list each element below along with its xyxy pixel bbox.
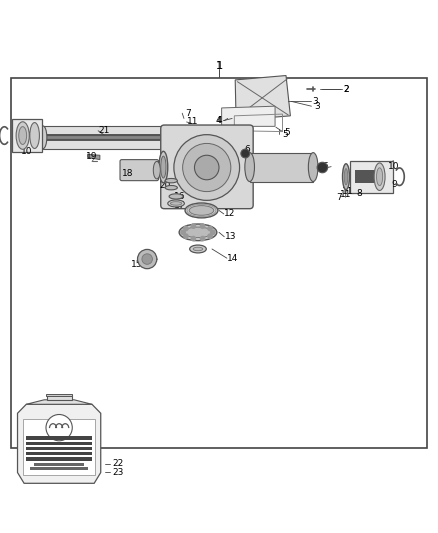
Ellipse shape [343, 164, 350, 190]
Ellipse shape [190, 245, 206, 253]
Ellipse shape [193, 247, 203, 251]
Polygon shape [26, 400, 92, 405]
Ellipse shape [16, 122, 29, 149]
Circle shape [194, 155, 219, 180]
Text: 21: 21 [99, 126, 110, 135]
Circle shape [142, 254, 152, 264]
Text: 12: 12 [224, 209, 236, 219]
Ellipse shape [168, 200, 184, 207]
Circle shape [201, 224, 205, 228]
Bar [26, 442, 92, 445]
Ellipse shape [161, 156, 166, 178]
Text: 13: 13 [225, 232, 236, 241]
Circle shape [208, 227, 212, 231]
Bar [46, 393, 72, 396]
Text: 5: 5 [282, 130, 288, 139]
Text: 14: 14 [227, 254, 239, 263]
Circle shape [181, 230, 185, 235]
Bar [26, 452, 92, 455]
Text: 2: 2 [343, 85, 349, 94]
Bar [46, 395, 71, 400]
Ellipse shape [159, 151, 168, 183]
Text: 10: 10 [21, 147, 33, 156]
Circle shape [174, 135, 240, 200]
Bar [350, 160, 393, 193]
Ellipse shape [169, 194, 183, 199]
Circle shape [184, 234, 188, 238]
Text: 6: 6 [322, 162, 328, 171]
Text: 9: 9 [24, 131, 30, 140]
Circle shape [208, 234, 212, 238]
FancyBboxPatch shape [161, 125, 253, 209]
Circle shape [211, 230, 215, 235]
Ellipse shape [308, 152, 318, 182]
Circle shape [46, 415, 72, 441]
Text: 11: 11 [187, 117, 198, 126]
Text: 16: 16 [174, 192, 185, 201]
Text: 20: 20 [159, 181, 170, 190]
Bar [26, 437, 92, 440]
Text: 7: 7 [185, 109, 191, 118]
Text: 11: 11 [342, 187, 353, 196]
Text: 19: 19 [86, 151, 98, 160]
Ellipse shape [374, 163, 385, 190]
Text: 9: 9 [391, 180, 397, 189]
Circle shape [317, 162, 328, 173]
Ellipse shape [39, 126, 47, 149]
Text: 1: 1 [217, 61, 223, 71]
Bar [26, 457, 92, 461]
Ellipse shape [170, 201, 182, 205]
Circle shape [138, 249, 157, 269]
Bar [26, 447, 92, 450]
Text: 10: 10 [389, 162, 400, 171]
Bar [355, 170, 376, 183]
Bar [30, 467, 88, 470]
Text: 2: 2 [343, 85, 349, 94]
Polygon shape [222, 106, 275, 126]
FancyBboxPatch shape [120, 159, 159, 181]
Ellipse shape [179, 224, 217, 241]
Text: 11: 11 [340, 190, 352, 199]
Ellipse shape [165, 185, 177, 190]
Text: 5: 5 [284, 128, 290, 138]
Circle shape [201, 237, 205, 241]
Text: 23: 23 [113, 468, 124, 477]
Text: 6: 6 [244, 144, 251, 154]
Polygon shape [18, 405, 101, 483]
Text: 4: 4 [215, 116, 221, 125]
Bar [34, 463, 84, 466]
Polygon shape [88, 155, 100, 159]
Text: 7: 7 [336, 193, 343, 202]
Bar [12, 119, 42, 152]
Bar [250, 152, 313, 182]
Ellipse shape [165, 179, 177, 183]
Bar [43, 126, 165, 149]
Ellipse shape [19, 127, 27, 144]
Ellipse shape [344, 168, 348, 185]
Text: 22: 22 [113, 459, 124, 468]
Ellipse shape [185, 203, 218, 218]
Circle shape [191, 224, 195, 228]
Circle shape [184, 227, 188, 231]
Ellipse shape [377, 168, 383, 185]
Circle shape [191, 237, 195, 241]
Text: 18: 18 [122, 169, 134, 178]
Polygon shape [235, 76, 290, 120]
Bar [23, 419, 95, 474]
Text: 4: 4 [216, 116, 222, 125]
Text: 15: 15 [131, 260, 143, 269]
Ellipse shape [153, 161, 160, 179]
Text: 8: 8 [356, 189, 362, 198]
Text: 3: 3 [312, 97, 318, 106]
Text: 17: 17 [174, 201, 185, 209]
Bar [11, 78, 427, 448]
Ellipse shape [184, 227, 212, 238]
Ellipse shape [30, 123, 39, 149]
Circle shape [241, 149, 250, 158]
Ellipse shape [245, 152, 254, 182]
Text: 1: 1 [216, 61, 222, 71]
Ellipse shape [189, 206, 214, 215]
Text: 3: 3 [314, 102, 321, 111]
Circle shape [183, 143, 231, 191]
